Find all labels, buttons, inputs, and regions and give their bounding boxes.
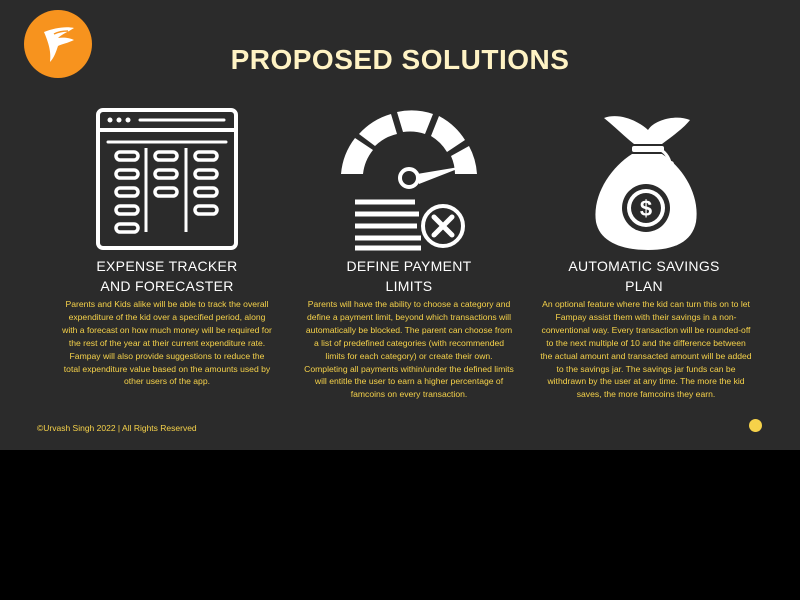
solution-heading: AUTOMATIC SAVINGS PLAN (534, 256, 754, 296)
heading-line-2: PLAN (625, 278, 663, 294)
speedometer-limit-icon (337, 110, 481, 256)
heading-line-1: EXPENSE TRACKER (96, 258, 238, 274)
copyright-footer: ©Urvash Singh 2022 | All Rights Reserved (37, 423, 197, 433)
heading-line-2: LIMITS (385, 278, 433, 294)
heading-line-1: DEFINE PAYMENT (346, 258, 472, 274)
solution-description: An optional feature where the kid can tu… (540, 299, 752, 400)
solution-description: Parents will have the ability to choose … (304, 299, 514, 400)
svg-text:$: $ (640, 196, 652, 221)
accent-dot (749, 419, 762, 432)
heading-line-1: AUTOMATIC SAVINGS (568, 258, 720, 274)
spreadsheet-icon (96, 108, 238, 256)
solution-heading: EXPENSE TRACKER AND FORECASTER (57, 256, 277, 296)
solution-heading: DEFINE PAYMENT LIMITS (299, 256, 519, 296)
slide: PROPOSED SOLUTIONS (0, 0, 800, 450)
page-title: PROPOSED SOLUTIONS (230, 44, 570, 75)
money-bag-icon: $ (592, 112, 702, 256)
solution-description: Parents and Kids alike will be able to t… (62, 299, 272, 387)
fampay-logo-icon (24, 10, 92, 78)
heading-line-2: AND FORECASTER (100, 278, 234, 294)
